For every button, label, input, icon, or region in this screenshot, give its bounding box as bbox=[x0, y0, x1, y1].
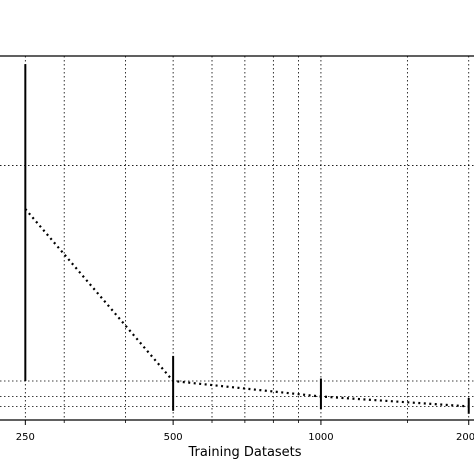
grid-lines bbox=[0, 56, 474, 420]
series-line bbox=[24, 208, 469, 408]
series-polyline bbox=[24, 208, 469, 408]
plot-frame bbox=[0, 55, 474, 421]
x-tick-label: 500 bbox=[164, 432, 183, 443]
x-ticks: 250 500 1000 2000 bbox=[16, 420, 474, 443]
reference-lines bbox=[0, 380, 474, 407]
x-tick-label: 1000 bbox=[308, 432, 333, 443]
error-bars bbox=[24, 64, 470, 414]
x-tick-label: 250 bbox=[16, 432, 35, 443]
x-tick-label: 2000 bbox=[456, 432, 474, 443]
x-axis-label: Training Datasets bbox=[187, 445, 301, 460]
